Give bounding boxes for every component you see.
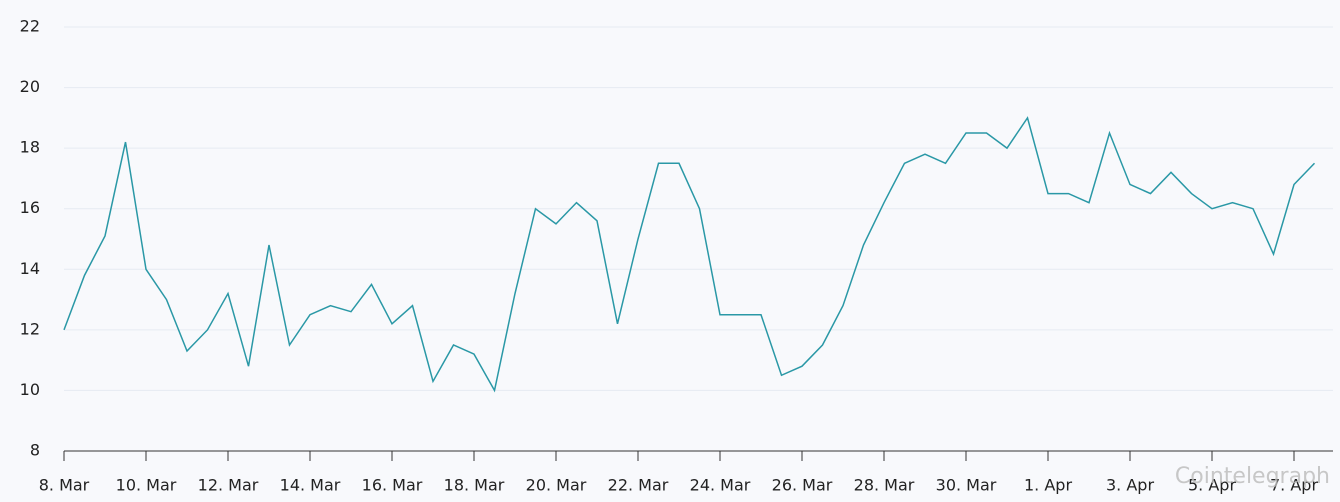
x-tick-label: 1. Apr xyxy=(1024,476,1072,495)
x-tick-label: 7. Apr xyxy=(1270,476,1318,495)
y-tick-label: 22 xyxy=(20,17,40,36)
x-tick-label: 24. Mar xyxy=(690,476,751,495)
y-tick-label: 16 xyxy=(20,198,40,217)
y-tick-label: 18 xyxy=(20,138,40,157)
y-tick-label: 12 xyxy=(20,319,40,338)
x-tick-label: 26. Mar xyxy=(772,476,833,495)
x-tick-label: 12. Mar xyxy=(198,476,259,495)
line xyxy=(63,116,1316,393)
y-tick-label: 10 xyxy=(20,380,40,399)
x-tick-label: 28. Mar xyxy=(854,476,915,495)
x-tick-label: 14. Mar xyxy=(280,476,341,495)
x-tick-label: 8. Mar xyxy=(39,476,90,495)
x-tick-label: 30. Mar xyxy=(936,476,997,495)
y-tick-label: 20 xyxy=(20,77,40,96)
y-tick-label: 14 xyxy=(20,259,40,278)
y-tick-label: 8 xyxy=(30,441,40,460)
x-tick-label: 20. Mar xyxy=(526,476,587,495)
x-tick-label: 16. Mar xyxy=(362,476,423,495)
x-tick-label: 10. Mar xyxy=(116,476,177,495)
watermark: Cointelegraph xyxy=(1175,464,1330,489)
x-tick-label: 18. Mar xyxy=(444,476,505,495)
x-tick-label: 5. Apr xyxy=(1188,476,1236,495)
x-tick-label: 22. Mar xyxy=(608,476,669,495)
x-tick-label: 3. Apr xyxy=(1106,476,1154,495)
